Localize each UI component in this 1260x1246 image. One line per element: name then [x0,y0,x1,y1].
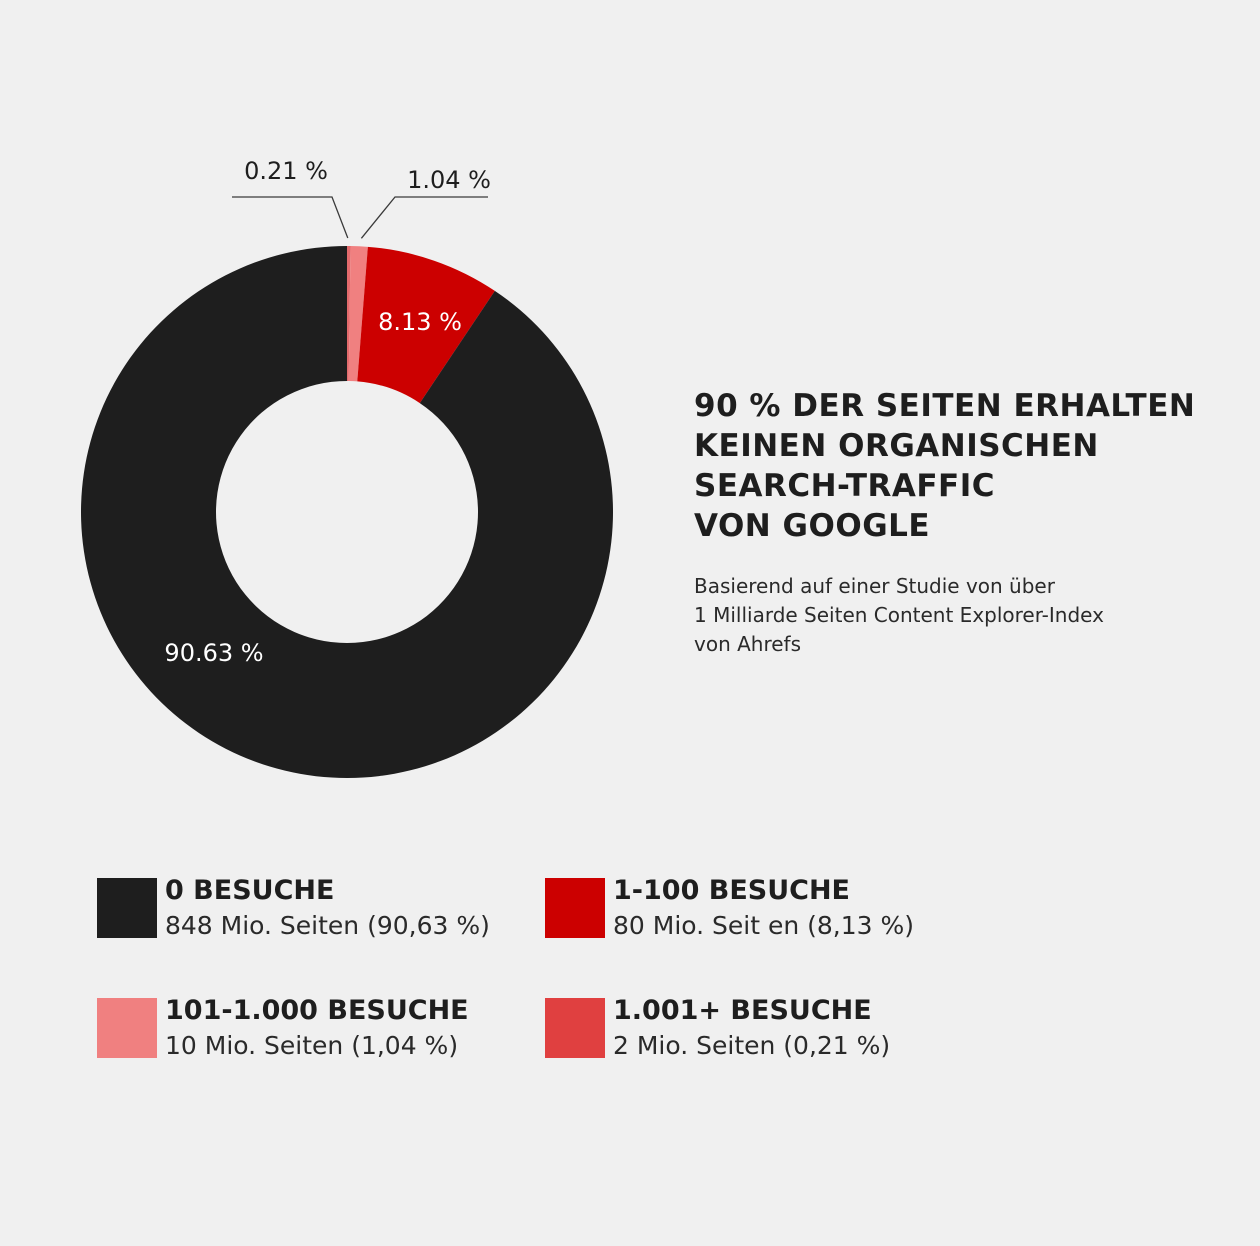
legend-swatch [545,878,605,938]
source-note-line-3: von Ahrefs [694,632,802,656]
legend-detail: 848 Mio. Seiten (90,63 %) [165,911,490,940]
legend-title: 1.001+ BESUCHE [613,995,872,1026]
heading-line-4: VON GOOGLE [694,508,931,544]
donut-slice-0-besuche [81,246,613,778]
donut-slice-1-100-besuche [357,246,495,404]
source-note-line-2: 1 Milliarde Seiten Content Explorer-Inde… [694,603,1104,627]
chart-heading: 90 % DER SEITEN ERHALTEN KEINEN ORGANISC… [694,386,1234,546]
leader-line-101-1-000-besuche [360,196,488,239]
source-note: Basierend auf einer Studie von über 1 Mi… [694,572,1214,659]
slice-label-101-1-000-besuche: 1.04 % [407,166,491,194]
legend-title: 101-1.000 BESUCHE [165,995,469,1026]
source-note-line-1: Basierend auf einer Studie von über [694,574,1055,598]
leader-line-1-001-besuche [232,196,349,239]
slice-label-0-besuche: 90.63 % [164,639,263,667]
legend-swatch [97,878,157,938]
donut-slice-1-001-besuche [347,246,351,382]
legend-detail: 10 Mio. Seiten (1,04 %) [165,1031,459,1060]
heading-line-1: 90 % DER SEITEN ERHALTEN [694,388,1196,424]
legend-title: 1-100 BESUCHE [613,875,851,906]
legend-detail: 80 Mio. Seit en (8,13 %) [613,911,915,940]
heading-line-2: KEINEN ORGANISCHEN [694,428,1099,464]
donut-slice-101-1-000-besuche [348,246,368,382]
heading-line-3: SEARCH-TRAFFIC [694,468,996,504]
legend-swatch [545,998,605,1058]
slice-label-1-001-besuche: 0.21 % [244,157,328,185]
legend-detail: 2 Mio. Seiten (0,21 %) [613,1031,891,1060]
legend-title: 0 BESUCHE [165,875,335,906]
slice-label-1-100-besuche: 8.13 % [378,308,462,336]
donut-chart: 0.21 % 1.04 % 8.13 % 90.63 % [81,157,613,778]
legend-swatch [97,998,157,1058]
